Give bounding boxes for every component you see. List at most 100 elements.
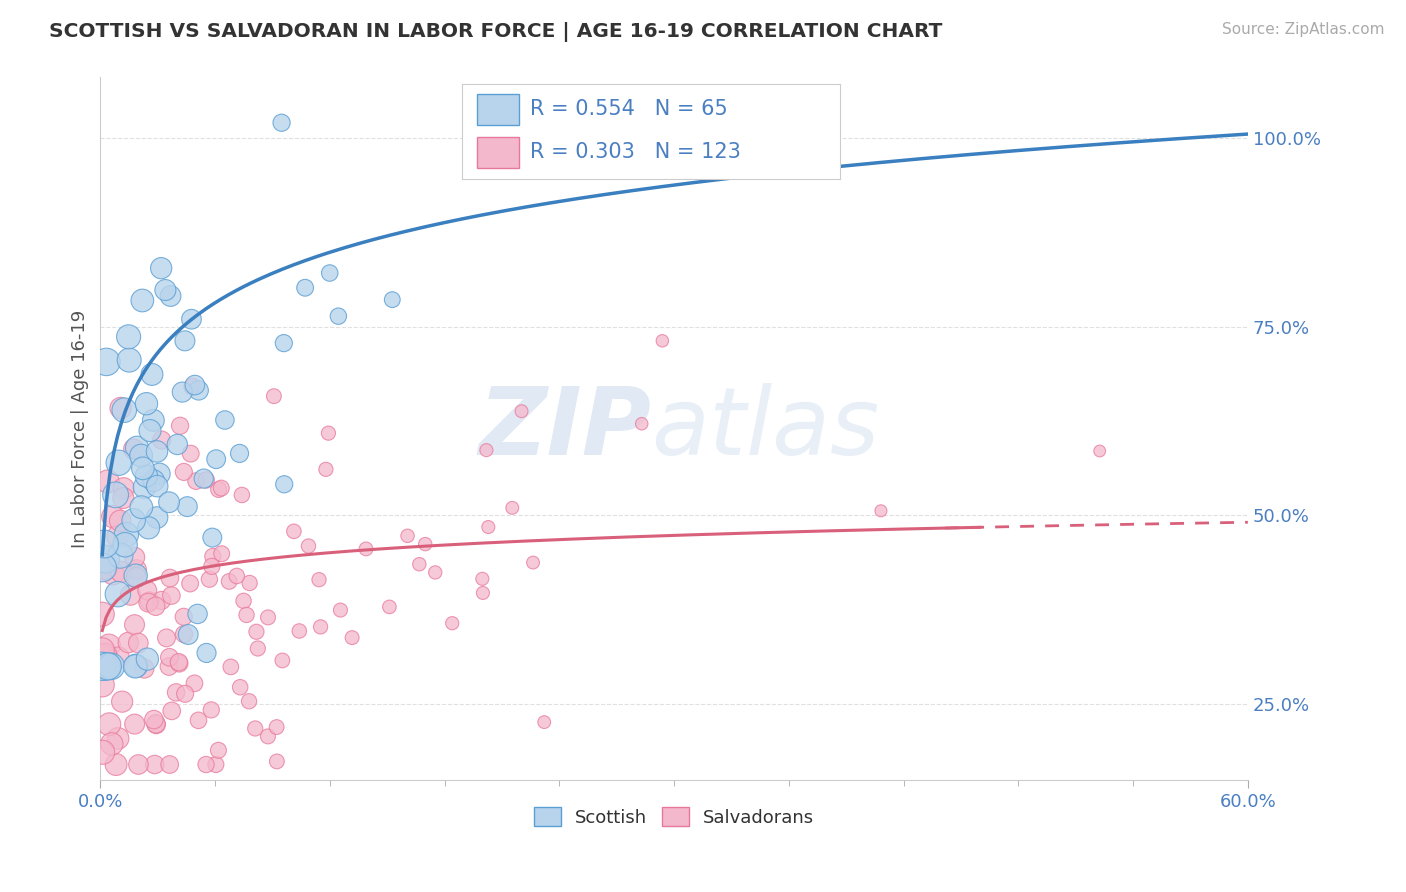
- Point: [184, 474, 207, 488]
- Point: [117, 330, 139, 344]
- Point: [91, 560, 114, 574]
- Point: [181, 379, 204, 393]
- Point: [107, 731, 129, 746]
- Point: [112, 491, 135, 505]
- Point: [114, 538, 136, 552]
- Point: [354, 541, 377, 556]
- Point: [125, 568, 148, 582]
- Text: ZIP: ZIP: [478, 383, 651, 475]
- Point: [155, 283, 177, 297]
- Point: [145, 599, 167, 614]
- Point: [157, 659, 180, 673]
- Point: [245, 624, 267, 639]
- Point: [167, 655, 190, 669]
- Point: [870, 504, 893, 518]
- Point: [195, 757, 218, 772]
- Point: [180, 312, 202, 326]
- Point: [475, 443, 498, 458]
- Point: [471, 586, 494, 600]
- Point: [138, 521, 160, 535]
- Point: [150, 433, 173, 447]
- Point: [142, 413, 165, 427]
- Point: [141, 368, 163, 382]
- Point: [271, 653, 294, 667]
- Point: [100, 737, 122, 751]
- Text: Source: ZipAtlas.com: Source: ZipAtlas.com: [1222, 22, 1385, 37]
- Point: [134, 480, 156, 494]
- Point: [231, 488, 253, 502]
- Point: [105, 757, 128, 772]
- Point: [125, 570, 148, 584]
- Point: [131, 500, 153, 515]
- Point: [136, 596, 159, 610]
- Point: [263, 389, 285, 403]
- Point: [160, 704, 183, 718]
- Text: atlas: atlas: [651, 383, 879, 474]
- Point: [124, 717, 146, 731]
- Point: [477, 520, 499, 534]
- Point: [630, 417, 652, 431]
- Point: [97, 659, 120, 673]
- Point: [328, 309, 350, 323]
- Point: [209, 481, 232, 495]
- Point: [219, 660, 242, 674]
- Point: [146, 444, 169, 458]
- Point: [183, 676, 205, 690]
- Point: [329, 603, 352, 617]
- Point: [104, 488, 127, 502]
- Point: [150, 261, 173, 276]
- Point: [148, 467, 170, 481]
- Point: [110, 549, 132, 563]
- Point: [143, 757, 166, 772]
- Legend: Scottish, Salvadorans: Scottish, Salvadorans: [526, 800, 821, 834]
- Point: [145, 716, 167, 731]
- Point: [138, 594, 160, 608]
- Point: [471, 572, 494, 586]
- Point: [408, 558, 430, 572]
- Point: [131, 293, 153, 308]
- Point: [159, 571, 181, 585]
- Point: [257, 610, 280, 624]
- Point: [308, 573, 330, 587]
- Point: [134, 661, 156, 675]
- Point: [169, 418, 191, 433]
- Point: [122, 513, 145, 527]
- Point: [184, 378, 207, 392]
- Point: [159, 289, 181, 303]
- Point: [118, 353, 141, 368]
- Point: [125, 658, 148, 673]
- Point: [173, 465, 195, 479]
- Point: [94, 659, 117, 673]
- Point: [195, 473, 218, 487]
- Point: [142, 713, 165, 727]
- Point: [122, 442, 145, 456]
- Point: [96, 560, 118, 574]
- Point: [288, 624, 311, 638]
- Point: [195, 646, 218, 660]
- Point: [107, 650, 129, 665]
- Point: [111, 695, 134, 709]
- Point: [283, 524, 305, 539]
- Point: [115, 527, 138, 541]
- Point: [501, 500, 523, 515]
- Point: [146, 479, 169, 493]
- Point: [127, 757, 149, 772]
- Point: [232, 594, 254, 608]
- Point: [245, 722, 267, 736]
- Point: [173, 627, 195, 641]
- Point: [125, 563, 148, 577]
- Point: [229, 680, 252, 694]
- Point: [112, 481, 135, 495]
- Point: [110, 401, 132, 415]
- Point: [533, 715, 555, 730]
- Point: [160, 589, 183, 603]
- Point: [97, 639, 120, 653]
- Point: [177, 627, 200, 641]
- Point: [101, 566, 124, 581]
- Point: [135, 397, 157, 411]
- Point: [309, 620, 332, 634]
- Point: [125, 441, 148, 455]
- Point: [166, 437, 188, 451]
- Point: [207, 743, 229, 757]
- Point: [169, 657, 191, 671]
